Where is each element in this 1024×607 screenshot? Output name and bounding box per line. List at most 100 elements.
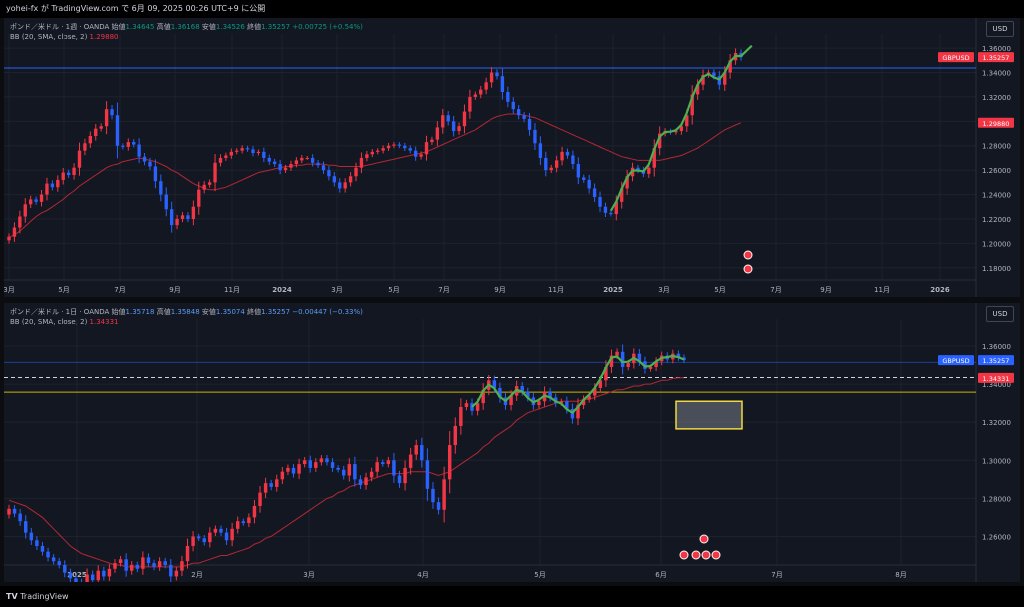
candle-body	[305, 157, 309, 159]
candle-body	[620, 188, 624, 202]
candle-body	[180, 561, 184, 571]
candle-body	[544, 157, 548, 171]
candle-body	[252, 505, 257, 518]
daily-open-value: 1.35718	[125, 308, 155, 316]
candle-body	[459, 406, 463, 427]
footer-bar: TV TradingView	[0, 586, 1024, 607]
candle-body	[321, 165, 326, 171]
x-tick-label: 5月	[388, 286, 399, 294]
candle-body	[94, 128, 98, 136]
candle-body	[202, 184, 206, 190]
candle-body	[413, 150, 418, 157]
candle-body	[526, 391, 530, 398]
candle-body	[343, 182, 347, 189]
candle-body	[420, 445, 424, 461]
daily-currency-button[interactable]: USD	[986, 306, 1014, 322]
x-tick-label: 6月	[655, 571, 666, 579]
weekly-chart-svg: 1.360001.340001.320001.300001.280001.260…	[4, 18, 1014, 297]
bb-basis-line	[8, 377, 684, 568]
tradingview-brand[interactable]: TradingView	[20, 592, 69, 601]
candle-body	[235, 521, 240, 529]
x-tick-label: 11月	[548, 286, 564, 294]
x-tick-label: 2026	[930, 286, 950, 294]
x-tick-label: 7月	[771, 571, 782, 579]
candle-body	[196, 536, 201, 539]
candle-body	[88, 135, 93, 144]
candle-body	[121, 145, 125, 147]
candle-body	[419, 154, 423, 157]
candle-body	[74, 578, 78, 582]
candle-body	[124, 559, 128, 571]
bb-value-tag-label: 1.34331	[983, 375, 1010, 383]
candle-body	[348, 176, 353, 183]
candle-body	[332, 176, 337, 183]
elliott-wave-path	[471, 354, 685, 414]
candle-body	[126, 142, 130, 147]
candle-body	[316, 162, 320, 166]
candle-body	[327, 170, 331, 177]
candle-body	[18, 513, 22, 522]
candle-body	[202, 538, 206, 543]
economic-event-icon	[699, 534, 709, 544]
x-tick-label: 7月	[114, 286, 125, 294]
candle-body	[129, 565, 134, 571]
weekly-close-label: 終値	[247, 23, 262, 31]
candle-body	[159, 181, 163, 195]
y-tick-label: 1.34000	[982, 70, 1011, 78]
weekly-chart-pane[interactable]: ポンド／米ドル · 1週 · OANDA 始値1.34645 高値1.36168…	[4, 18, 1020, 297]
candle-body	[113, 563, 117, 569]
candle-body	[723, 72, 727, 85]
weekly-currency-button[interactable]: USD	[986, 21, 1014, 37]
candle-body	[314, 462, 318, 468]
candle-body	[408, 148, 412, 151]
daily-indicator-legend[interactable]: BB (20, SMA, close, 2) 1.34331	[10, 318, 119, 326]
candle-body	[185, 545, 190, 562]
candle-body	[475, 403, 480, 411]
candle-body	[473, 94, 477, 97]
candle-body	[99, 126, 103, 129]
x-tick-label: 3月	[331, 286, 342, 294]
candle-body	[549, 167, 553, 171]
candle-body	[690, 94, 694, 116]
daily-chart-pane[interactable]: ポンド／米ドル · 1日 · OANDA 始値1.35718 高値1.35848…	[4, 303, 1020, 582]
elliott-wave-path	[609, 44, 753, 212]
candle-body	[104, 109, 109, 127]
candle-body	[609, 212, 613, 215]
candle-body	[12, 508, 17, 514]
target-zone-box	[675, 400, 743, 430]
candle-body	[386, 145, 391, 149]
y-tick-label: 1.18000	[982, 265, 1011, 273]
weekly-change: +0.00725 (+0.54%)	[292, 23, 363, 31]
candle-body	[500, 76, 505, 93]
candle-body	[319, 458, 324, 463]
candle-body	[157, 561, 162, 567]
candle-body	[636, 167, 640, 171]
candle-body	[495, 72, 499, 77]
candle-body	[509, 395, 513, 406]
candle-body	[229, 151, 233, 156]
candle-body	[152, 563, 156, 567]
candle-body	[559, 401, 564, 404]
candle-body	[107, 568, 112, 577]
candle-body	[12, 227, 17, 237]
candle-body	[598, 380, 603, 388]
tradingview-logo-icon[interactable]: TV	[6, 592, 18, 601]
daily-chart-svg: 1.36000 1.34000 1.32000 1.30000 1.28000 1.260…	[4, 303, 1014, 582]
weekly-indicator-legend[interactable]: BB (20, SMA, close, 2) 1.29880	[10, 33, 119, 41]
candle-body	[431, 488, 435, 503]
candle-body	[592, 188, 597, 198]
candle-body	[153, 166, 158, 182]
candle-body	[538, 143, 543, 158]
candle-body	[464, 403, 469, 407]
candle-body	[24, 521, 28, 533]
candle-body	[146, 557, 151, 564]
candle-body	[68, 572, 73, 579]
candle-body	[262, 151, 266, 158]
candle-body	[408, 454, 413, 468]
candle-body	[604, 366, 608, 381]
symbol-tag-label: GBPUSD	[942, 357, 969, 365]
x-tick-label: 2月	[191, 571, 202, 579]
economic-event-icon	[701, 550, 711, 560]
candle-body	[40, 545, 45, 552]
x-tick-label: 3月	[303, 571, 314, 579]
